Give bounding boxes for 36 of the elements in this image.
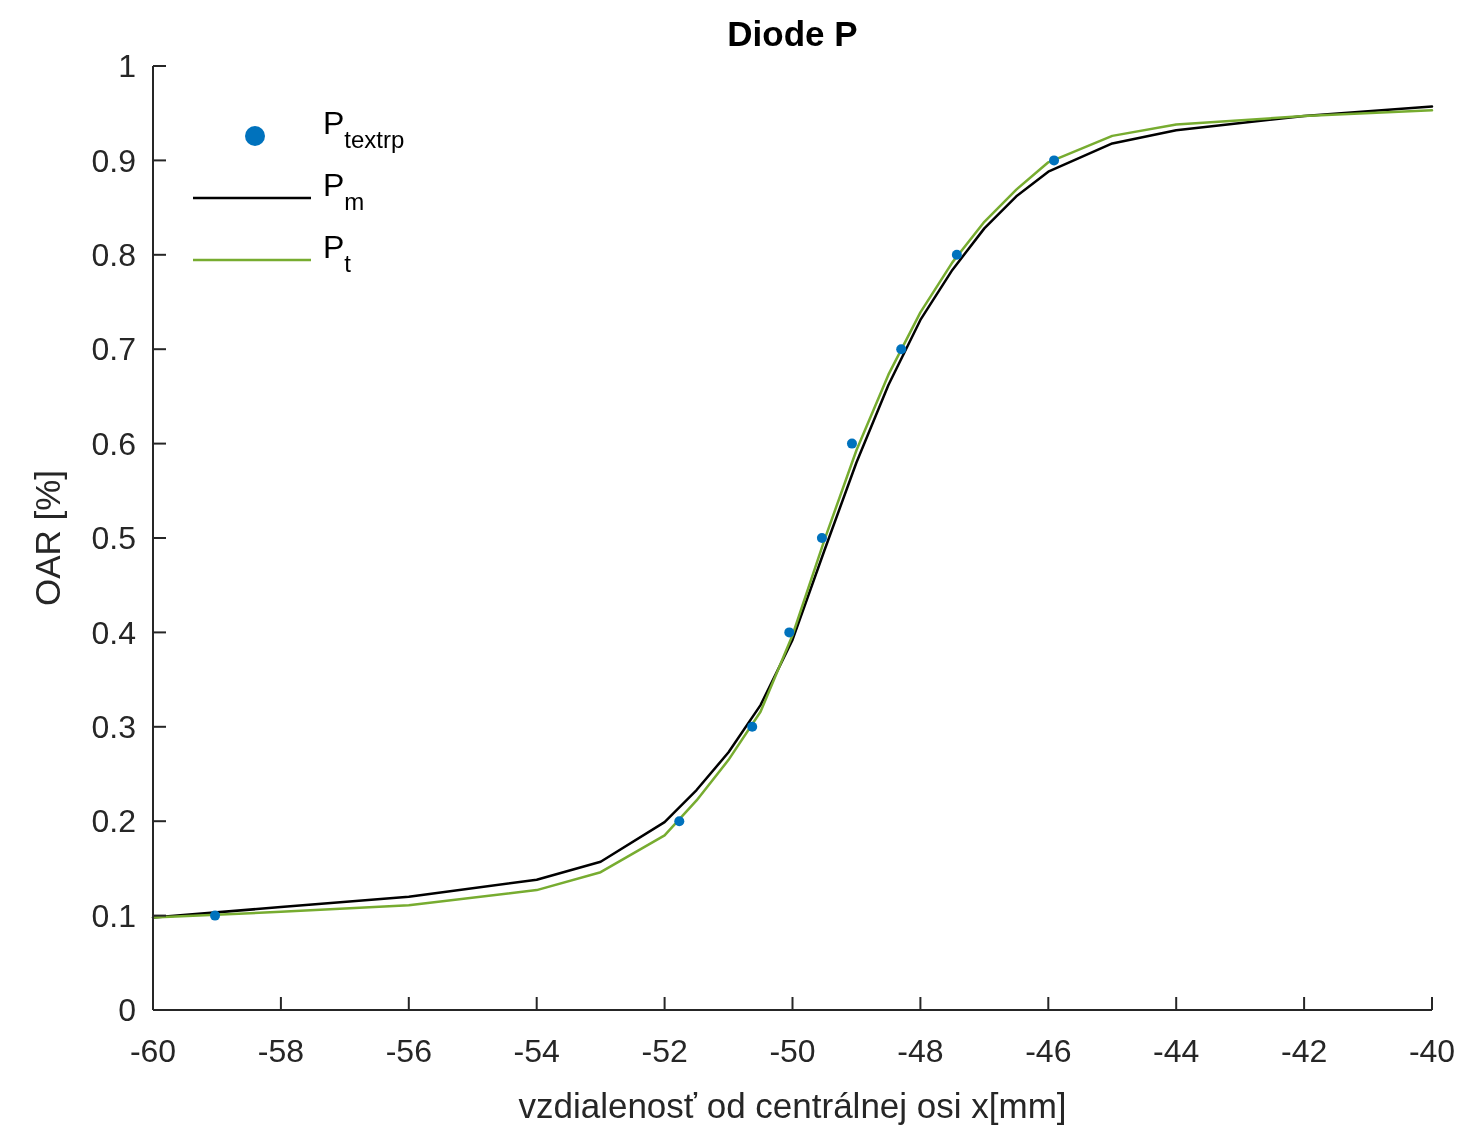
point xyxy=(784,627,795,638)
point xyxy=(896,344,907,355)
legend-label: P$_{m}$ xyxy=(323,167,365,216)
y-tick-label: 1 xyxy=(118,48,136,85)
x-tick-label: -42 xyxy=(1280,1033,1328,1069)
x-tick-label: -48 xyxy=(897,1033,944,1069)
y-tick-label: 0.6 xyxy=(91,425,136,462)
x-tick-label: -58 xyxy=(257,1033,305,1069)
x-tick-label: -44 xyxy=(1153,1033,1200,1069)
y-tick-label: 0.7 xyxy=(91,331,136,368)
x-axis-title: vzdialenosť od centrálnej osi x[mm] xyxy=(518,1086,1067,1125)
y-tick-label: 0 xyxy=(118,992,136,1029)
y-tick-label: 0.3 xyxy=(91,709,136,745)
point xyxy=(747,721,758,732)
x-tick-label: -52 xyxy=(641,1033,688,1069)
x-tick-label: -40 xyxy=(1408,1033,1456,1069)
x-tick-label: -46 xyxy=(1025,1033,1072,1069)
x-tick-label: -56 xyxy=(385,1033,432,1069)
x-tick-label: -54 xyxy=(513,1033,560,1069)
legend-label: P$_{t}$ xyxy=(323,229,352,278)
point xyxy=(210,910,221,921)
point xyxy=(674,816,685,827)
y-tick-label: 0.4 xyxy=(91,614,136,651)
point xyxy=(951,249,962,260)
chart-title: Diode P xyxy=(727,14,858,53)
y-tick-label: 0.9 xyxy=(91,142,136,179)
y-tick-label: 0.2 xyxy=(91,803,136,840)
y-tick-label: 0.1 xyxy=(91,897,136,934)
x-tick-label: -60 xyxy=(129,1033,177,1069)
y-tick-label: 0.8 xyxy=(91,237,136,273)
y-tick-label: 0.5 xyxy=(91,520,136,557)
x-tick-label: -50 xyxy=(769,1033,816,1069)
point xyxy=(1049,155,1060,166)
point xyxy=(846,438,857,449)
point xyxy=(816,533,827,543)
y-axis-title: OAR [%] xyxy=(28,469,67,607)
